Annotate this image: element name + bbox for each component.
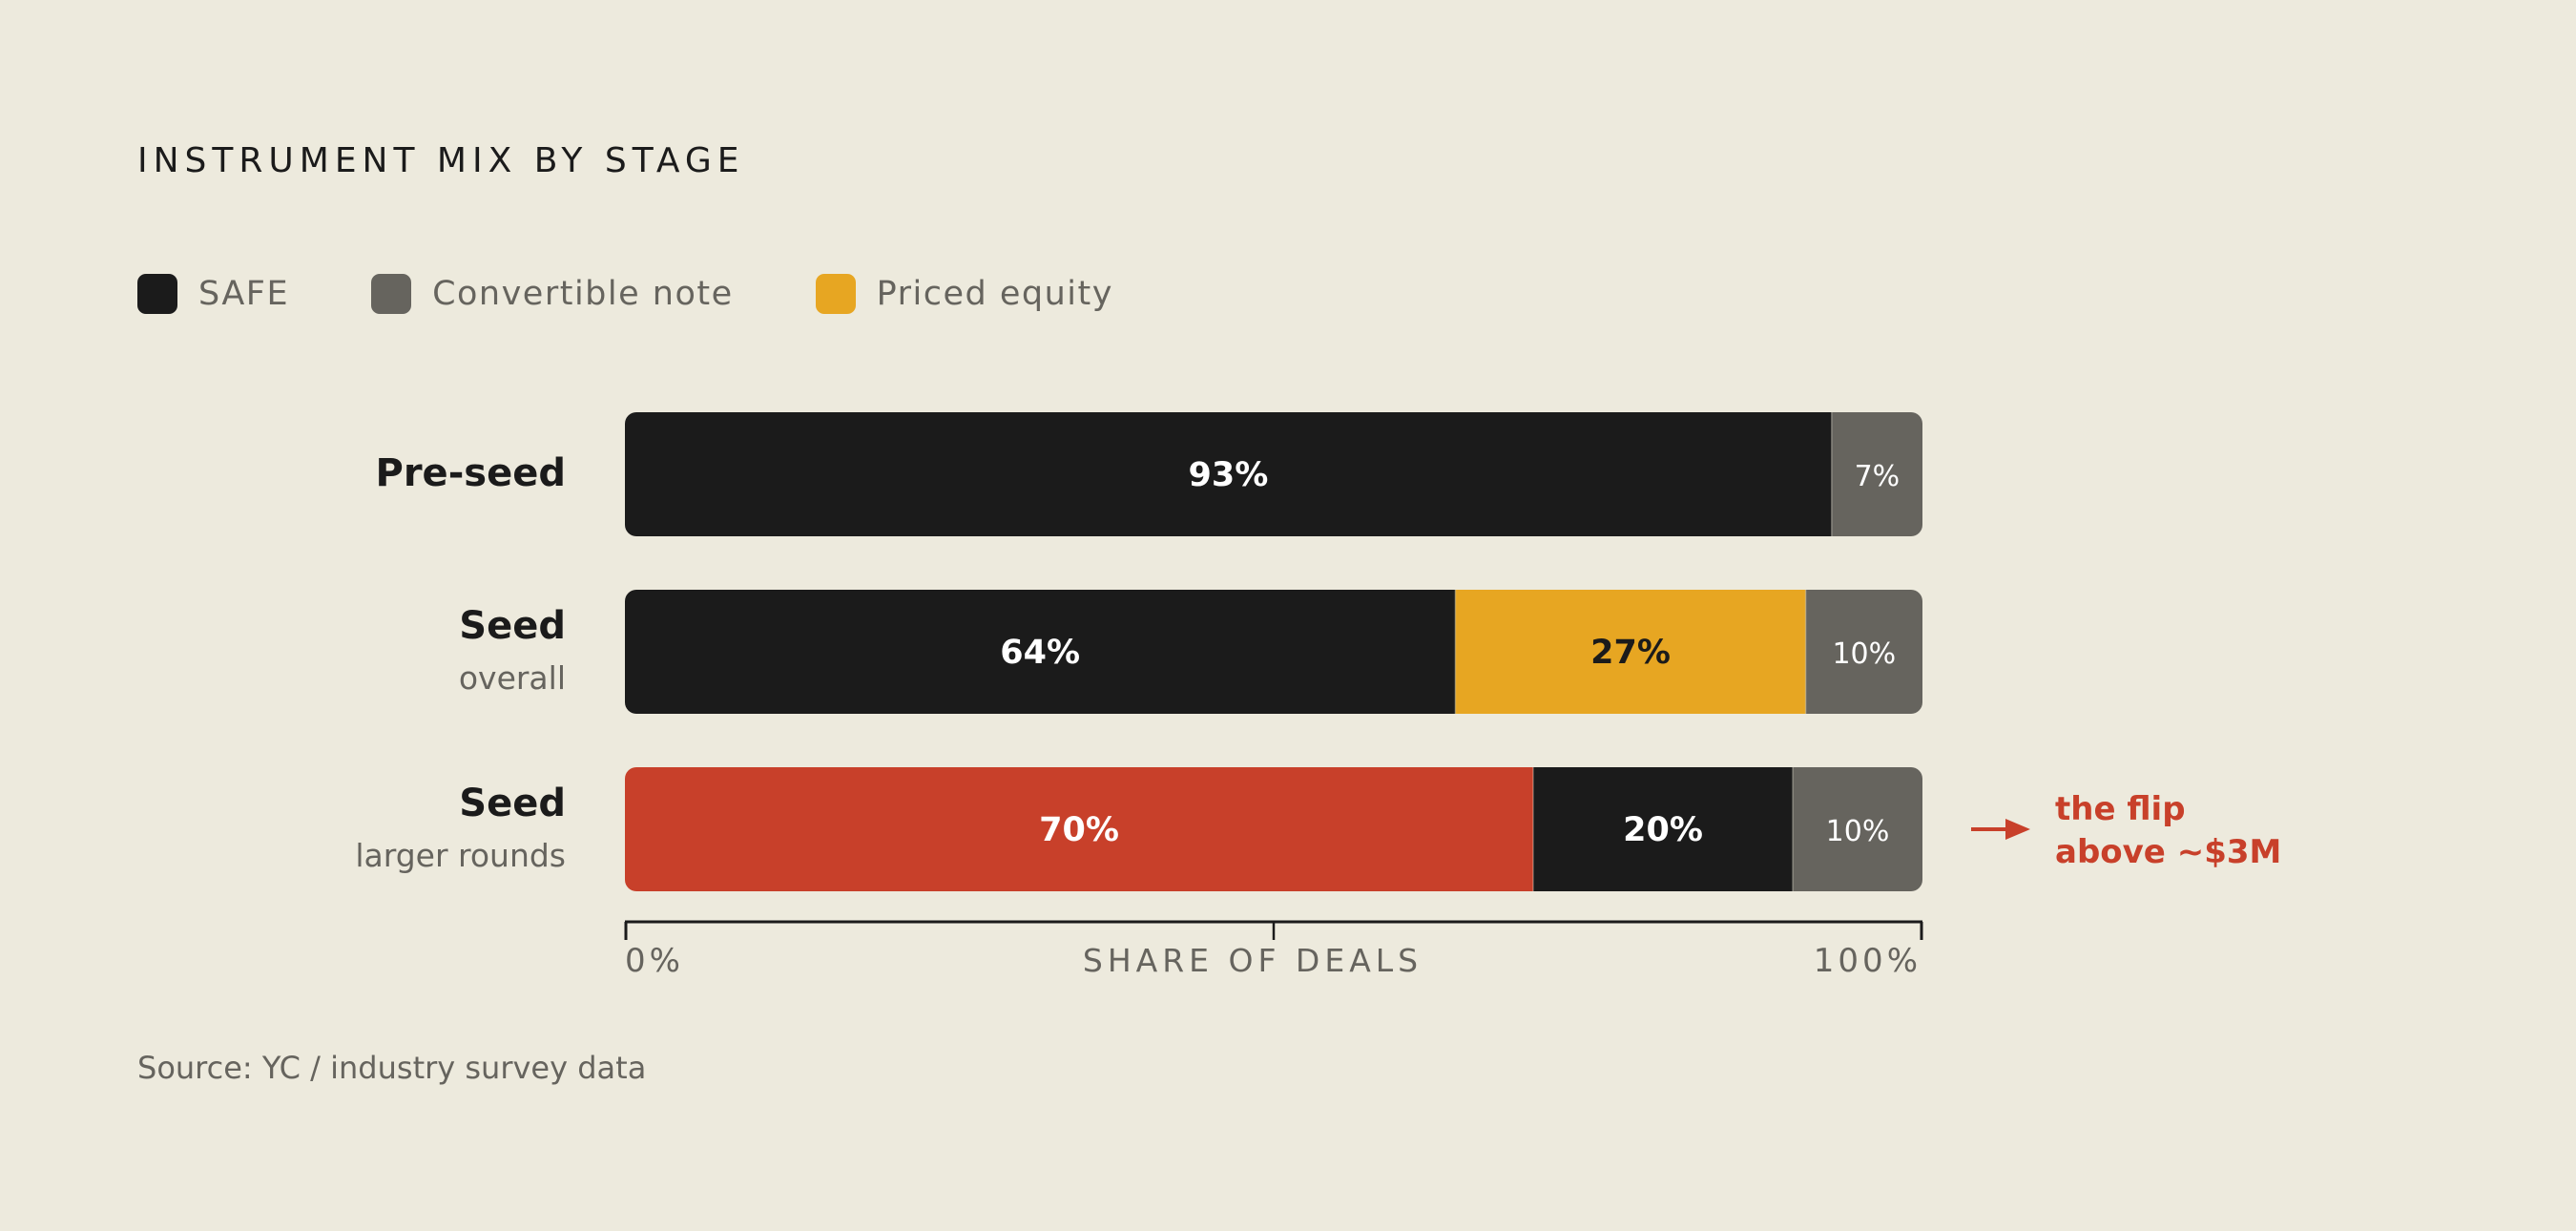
bar-segment — [1831, 412, 1922, 536]
bar-segment — [625, 590, 1456, 714]
row-title: Seed — [459, 782, 566, 825]
bar-2 — [625, 767, 1922, 891]
x-tick-label-start: 0% — [625, 942, 684, 980]
x-tick-label-end: 100% — [1814, 942, 1922, 980]
data-label: 10% — [1832, 637, 1896, 671]
bar-segment — [1455, 590, 1807, 714]
bar-1 — [625, 590, 1922, 714]
legend-swatch-convertible-note — [371, 274, 412, 314]
arrow-head — [2005, 819, 2030, 840]
x-axis: 0% SHARE OF DEALS 100% — [624, 920, 1923, 980]
x-axis-title: SHARE OF DEALS — [1083, 942, 1423, 979]
bars-group: 93% 7% 64% 27% 10% 70% 20% 10% — [625, 412, 1922, 891]
bar-0 — [625, 412, 1922, 536]
data-label: 70% — [1039, 811, 1119, 849]
row-label-seed-larger-rounds: Seed larger rounds — [70, 779, 566, 878]
annotation-line: above ~$3M — [2055, 833, 2282, 871]
legend-label-safe: SAFE — [198, 275, 290, 313]
legend-item-safe: SAFE — [137, 274, 289, 314]
bar-segment — [1793, 767, 1922, 891]
bar-segment — [1805, 590, 1922, 714]
annotation-text: the flip above ~$3M — [2055, 788, 2281, 874]
legend-label-priced-equity: Priced equity — [876, 275, 1113, 313]
row-subtitle: overall — [458, 659, 566, 697]
annotation-arrow — [1971, 819, 2030, 840]
data-label: 64% — [1000, 634, 1080, 672]
legend-swatch-priced-equity — [815, 274, 856, 314]
row-subtitle: larger rounds — [355, 837, 566, 874]
data-label: 10% — [1826, 815, 1890, 848]
data-label: 20% — [1623, 811, 1703, 849]
data-label: 27% — [1590, 634, 1671, 672]
row-label-pre-seed: Pre-seed — [70, 449, 566, 498]
bar-segment — [1533, 767, 1794, 891]
legend: SAFE Convertible note Priced equity — [137, 273, 1195, 315]
legend-label-convertible-note: Convertible note — [432, 275, 734, 313]
bar-segment — [625, 767, 1534, 891]
legend-item-priced-equity: Priced equity — [815, 274, 1113, 314]
data-label: 93% — [1189, 456, 1269, 494]
legend-swatch-safe — [137, 274, 177, 314]
row-title: Pre-seed — [375, 451, 566, 495]
row-label-seed-overall: Seed overall — [70, 601, 566, 700]
source-note: Source: YC / industry survey data — [137, 1050, 647, 1086]
bar-segment — [625, 412, 1833, 536]
row-title: Seed — [459, 604, 566, 648]
annotation-line: the flip — [2055, 790, 2186, 828]
data-label: 7% — [1855, 460, 1901, 493]
legend-item-convertible-note: Convertible note — [371, 274, 734, 314]
chart-title: INSTRUMENT MIX BY STAGE — [137, 141, 745, 180]
